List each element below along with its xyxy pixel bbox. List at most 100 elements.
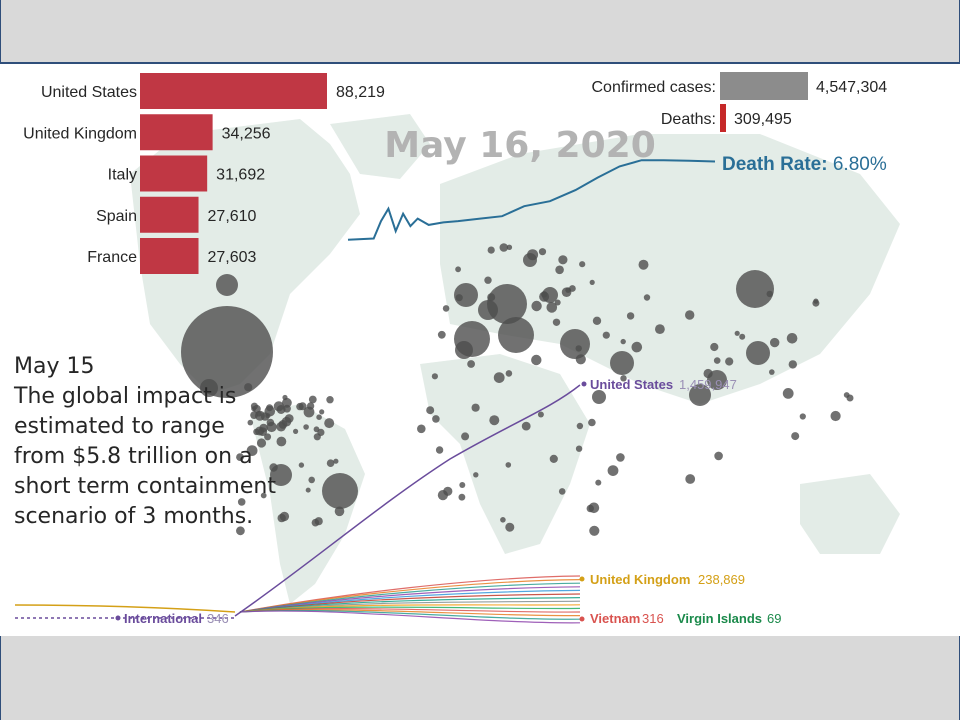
us-line: [234, 384, 581, 617]
case-bubble: [505, 370, 513, 377]
case-bubble: [725, 357, 734, 366]
case-bubble: [293, 428, 299, 434]
us-line-marker: [581, 381, 587, 387]
case-bubble: [541, 291, 548, 298]
case-bubble: [703, 368, 713, 379]
case-bubble: [812, 299, 820, 307]
note-line: from $5.8 trillion on a: [14, 444, 253, 469]
case-bubble: [281, 416, 292, 427]
case-bubble: [552, 318, 561, 326]
case-bubble: [538, 248, 547, 256]
case-bubble: [579, 261, 586, 268]
case-bubble: [473, 472, 479, 478]
case-bubble: [521, 421, 531, 431]
case-bubble: [843, 392, 850, 398]
case-bubble: [766, 290, 773, 298]
case-bubble: [505, 522, 515, 532]
death-bar: [140, 238, 199, 274]
total-bar: [720, 104, 726, 132]
death-rate-name: Death Rate:: [722, 154, 833, 175]
case-bubble: [276, 405, 286, 414]
case-bubble: [471, 403, 480, 412]
intl-line-marker: [115, 615, 121, 621]
case-bubble: [236, 453, 244, 461]
case-bubble: [236, 526, 245, 536]
case-bubble: [317, 428, 325, 436]
case-bubble: [458, 493, 466, 501]
case-bubble: [256, 411, 262, 417]
total-value: 309,495: [734, 111, 792, 128]
case-bubble: [554, 299, 561, 306]
chart-panel: United States 88,219 United Kingdom 34,256 I…: [0, 64, 960, 636]
uk-line-marker: [579, 576, 585, 582]
case-bubble: [575, 445, 583, 452]
case-bubble: [322, 473, 358, 509]
case-bubble: [791, 432, 800, 441]
case-bubble: [247, 419, 254, 426]
case-bubble: [260, 492, 267, 499]
case-bubble: [266, 418, 275, 427]
case-bubble: [437, 490, 448, 501]
death-bar: [140, 155, 208, 192]
case-bubble: [303, 424, 309, 430]
case-bubble: [296, 402, 304, 411]
note-line: scenario of 3 months.: [14, 504, 254, 529]
top-countries-bars: United States 88,219 United Kingdom 34,256 I…: [23, 73, 385, 274]
case-bubble: [610, 351, 634, 375]
case-bubble: [498, 317, 534, 353]
note-line: The global impact is: [14, 384, 237, 409]
covid-chart: United States 88,219 United Kingdom 34,256 I…: [14, 72, 900, 626]
death-rate-label: Death Rate: 6.80%: [722, 154, 887, 175]
total-label: Deaths:: [661, 111, 716, 128]
case-bubble: [244, 383, 253, 392]
bar-value-label: 27,603: [208, 249, 257, 266]
case-bubble: [181, 306, 273, 398]
greenland-shape: [330, 114, 430, 179]
case-bubble: [782, 388, 794, 399]
case-bubble: [575, 345, 582, 352]
death-rate-line: Death Rate: 6.80%: [347, 154, 887, 241]
case-bubble: [478, 300, 498, 320]
vietnam-line-name: Vietnam: [590, 611, 640, 626]
australia-shape: [800, 474, 900, 554]
note-line: estimated to range: [14, 414, 225, 439]
case-bubble: [770, 337, 780, 348]
case-bubble: [592, 390, 606, 404]
case-bubble: [493, 372, 505, 383]
case-bubble: [306, 402, 315, 410]
case-bubble: [256, 438, 267, 448]
annotation-note: May 15 The global impact is estimated to…: [14, 352, 314, 532]
case-bubble: [595, 479, 602, 486]
case-bubble: [576, 422, 584, 430]
total-value: 4,547,304: [816, 79, 887, 96]
case-bubble: [602, 331, 610, 339]
case-bubble: [506, 244, 513, 250]
us-line-name: United States: [590, 377, 673, 392]
case-bubble: [589, 279, 595, 285]
case-bubble: [531, 354, 542, 366]
case-bubble: [714, 451, 723, 461]
case-bubble: [316, 414, 322, 421]
case-bubble: [442, 305, 450, 312]
case-bubble: [626, 312, 635, 320]
case-bubble: [417, 424, 426, 434]
case-bubble: [326, 459, 335, 468]
case-bubble: [319, 409, 325, 415]
case-bubble: [499, 243, 509, 252]
bar-value-label: 27,610: [208, 208, 257, 225]
death-rate-series: [347, 159, 716, 241]
race-line: [14, 604, 236, 613]
date-title: May 16, 2020: [384, 125, 656, 166]
note-line: short term containment: [14, 474, 276, 499]
case-bubble: [769, 369, 775, 375]
case-bubble: [216, 274, 238, 296]
case-bubble: [455, 266, 461, 273]
case-bubble: [435, 446, 444, 454]
case-bubble: [569, 285, 576, 292]
top-divider: [0, 62, 960, 64]
case-bubble: [531, 300, 542, 312]
case-bubble: [455, 341, 473, 359]
case-bubble: [589, 525, 600, 536]
eurasia-shape: [440, 134, 900, 404]
vietnam-line-value: 316: [642, 611, 664, 626]
